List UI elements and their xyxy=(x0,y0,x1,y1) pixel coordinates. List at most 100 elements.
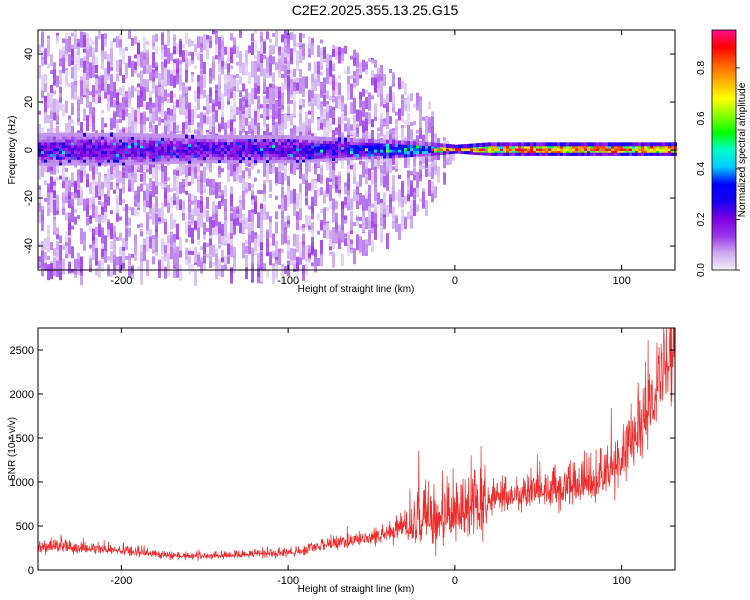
spectrogram-cell xyxy=(83,234,86,251)
spectrogram-line-cell xyxy=(620,148,623,152)
spectrogram-cell xyxy=(170,134,173,139)
spectrogram-cell xyxy=(104,51,107,60)
spectrogram-cell xyxy=(149,139,152,144)
spectrogram-cell xyxy=(194,105,197,118)
spectrogram-cell xyxy=(71,48,74,65)
spectrogram-cell xyxy=(101,138,104,143)
snr-y-tick-label: 2500 xyxy=(10,345,34,357)
spectrogram-cell xyxy=(95,78,98,91)
spectrogram-cell xyxy=(173,154,176,159)
spectrogram-cell xyxy=(311,178,314,191)
spectrogram-cell xyxy=(566,142,569,147)
snr-x-tick-label: 100 xyxy=(612,575,630,587)
spectrogram-cell xyxy=(38,135,41,140)
spectrogram-cell xyxy=(227,153,230,158)
spectrogram-cell xyxy=(398,143,401,148)
spectrogram-cell xyxy=(113,150,116,154)
spectrogram-cell xyxy=(323,154,326,159)
spectrogram-cell xyxy=(311,86,314,91)
spectrogram-cell xyxy=(248,246,251,255)
spectrogram-cell xyxy=(431,145,434,150)
spectrogram-cell xyxy=(257,85,260,94)
spectrogram-cell xyxy=(518,142,521,147)
spectrogram-cell xyxy=(425,115,428,120)
spectrogram-cell xyxy=(143,149,146,154)
colorbar-tick-label: 0.0 xyxy=(696,263,707,277)
spectrogram-cell xyxy=(146,141,149,146)
spectrogram-cell xyxy=(128,158,131,163)
spectrogram-cell xyxy=(335,46,338,59)
spectrogram-cell xyxy=(251,263,254,280)
spectrogram-cell xyxy=(266,166,269,183)
spectrogram-cell xyxy=(512,145,515,150)
spectrogram-cell xyxy=(182,137,185,142)
spectrogram-cell xyxy=(146,158,149,163)
spectrogram-cell xyxy=(272,123,275,136)
spectrogram-cell xyxy=(407,211,410,220)
spectrogram-cell xyxy=(44,132,47,137)
spectrogram-cell xyxy=(251,209,254,214)
spectrogram-cell xyxy=(206,253,209,258)
spectrogram-cell xyxy=(95,132,98,137)
spectrogram-cell xyxy=(113,141,116,146)
spectrogram-cell xyxy=(137,83,140,88)
spectrogram-cell xyxy=(323,139,326,144)
spectrogram-cell xyxy=(269,147,272,152)
spectrogram-cell xyxy=(50,155,53,160)
spectrogram-cell xyxy=(383,145,386,150)
spectrogram-cell xyxy=(206,116,209,125)
spectrogram-cell xyxy=(299,225,302,230)
snr-x-axis-label: Height of straight line (km) xyxy=(298,584,415,595)
spectrogram-cell xyxy=(389,89,392,102)
spectrogram-cell xyxy=(329,148,332,153)
spectrogram-cell xyxy=(194,137,197,142)
spectrogram-cell xyxy=(296,82,299,91)
spectrogram-cell xyxy=(173,242,176,251)
spectrogram-cell xyxy=(170,188,173,193)
spectrogram-cell xyxy=(134,119,137,136)
spectrogram-cell xyxy=(320,142,323,147)
spectrogram-cell xyxy=(86,118,89,131)
spectrogram-cell xyxy=(401,128,404,141)
spectrogram-cell xyxy=(131,152,134,157)
spectrogram-cell xyxy=(89,150,92,154)
spectrogram-cell xyxy=(185,154,188,159)
spectrogram-cell xyxy=(77,144,80,149)
snr-y-axis-label: SNR (10 * v/v) xyxy=(7,417,18,481)
spectrogram-cell xyxy=(104,80,107,93)
spectrogram-cell xyxy=(98,138,101,143)
spectrogram-cell xyxy=(143,78,146,87)
spectrogram-cell xyxy=(326,157,329,162)
spectrogram-cell xyxy=(548,142,551,147)
spectrogram-cell xyxy=(41,132,44,137)
spectrogram-cell xyxy=(104,135,107,140)
spectrogram-cell xyxy=(47,155,50,160)
spectrogram-cell xyxy=(62,152,65,157)
spectrogram-cell xyxy=(41,144,44,149)
spectrogram-cell xyxy=(224,220,227,237)
spectrogram-cell xyxy=(188,86,191,91)
spectrogram-cell xyxy=(278,58,281,75)
spectrogram-cell xyxy=(239,195,242,200)
spectrogram-cell xyxy=(182,142,185,147)
spectrogram-cell xyxy=(326,223,329,240)
spectrogram-cell xyxy=(344,123,347,132)
spectrogram-cell xyxy=(269,179,272,192)
spectrogram-cell xyxy=(179,154,182,159)
spectrogram-cell xyxy=(248,144,251,149)
spectrogram-cell xyxy=(350,138,353,143)
spectrogram-cell xyxy=(47,44,50,57)
colorbar-tick-label: 0.8 xyxy=(696,61,707,75)
spectrogram-cell xyxy=(65,161,68,166)
spectrogram-cell xyxy=(188,221,191,226)
spectrogram-cell xyxy=(308,225,311,230)
spectrogram-cell xyxy=(44,97,47,114)
spectrogram-cell xyxy=(308,149,311,154)
spectrogram-cell xyxy=(260,144,263,149)
spectrogram-cell xyxy=(125,91,128,108)
spectrogram-cell xyxy=(338,151,341,156)
spectrogram-cell xyxy=(56,206,59,215)
spectrogram-cell xyxy=(251,61,254,78)
spectrogram-cell xyxy=(185,151,188,156)
spectrogram-cell xyxy=(209,156,212,161)
